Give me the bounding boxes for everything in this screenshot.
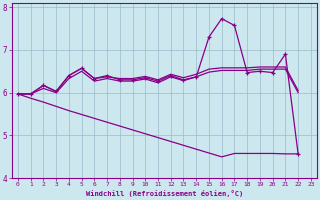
X-axis label: Windchill (Refroidissement éolien,°C): Windchill (Refroidissement éolien,°C)	[86, 190, 243, 197]
